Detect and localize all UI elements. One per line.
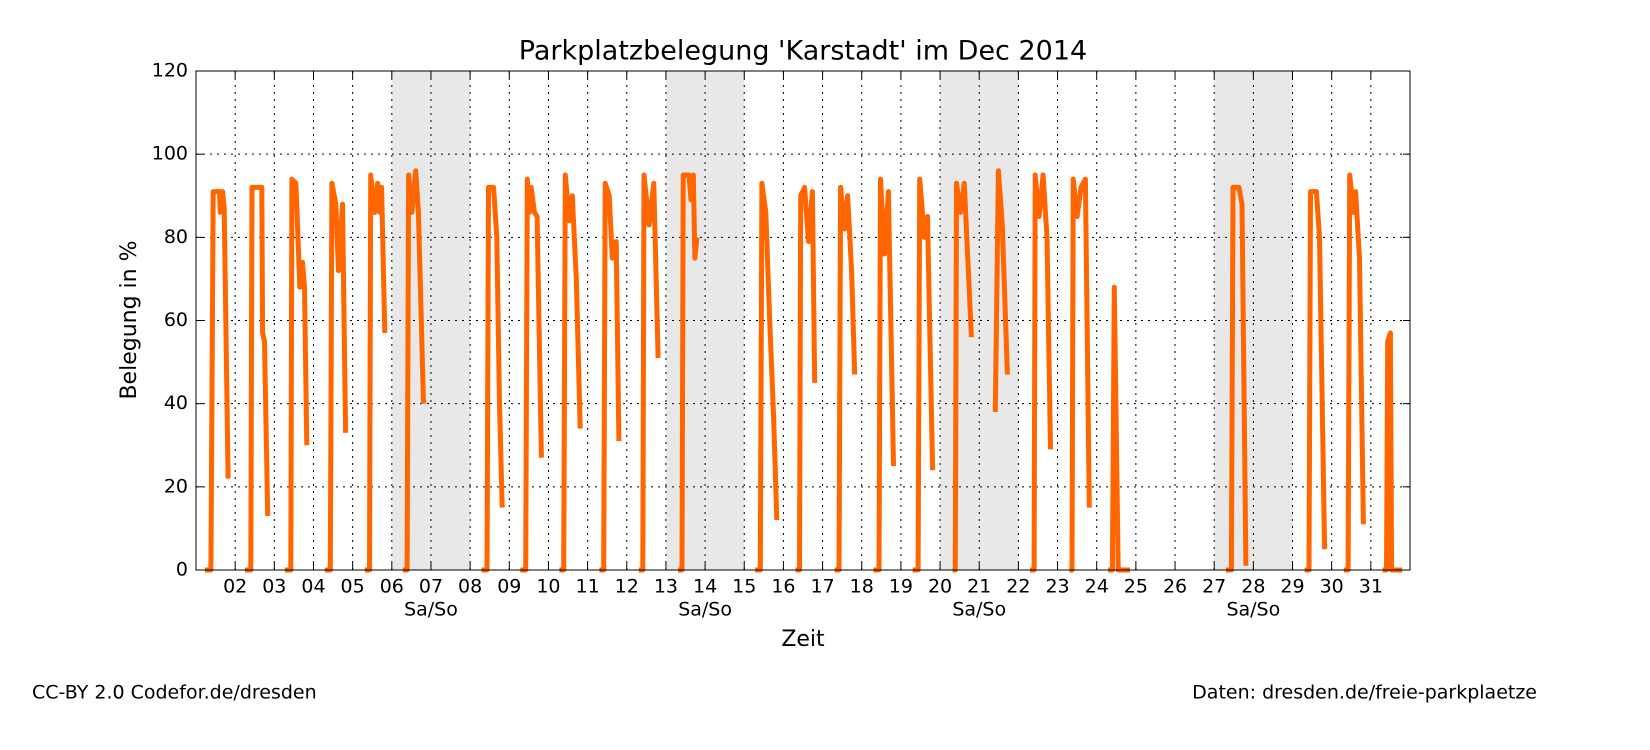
x-tick-label: 02 bbox=[223, 576, 247, 598]
x-tick-label: 29 bbox=[1280, 576, 1304, 598]
x-tick-label: 06 bbox=[380, 576, 404, 598]
x-tick-label: 20 bbox=[928, 576, 952, 598]
x-tick-label: 14 bbox=[693, 576, 717, 598]
chart-title: Parkplatzbelegung 'Karstadt' im Dec 2014 bbox=[519, 36, 1087, 67]
footer-right: Daten: dresden.de/freie-parkplaetze bbox=[1192, 682, 1537, 704]
x-tick-label: 31 bbox=[1359, 576, 1383, 598]
y-tick-label: 60 bbox=[164, 309, 188, 331]
x-tick-label: 04 bbox=[301, 576, 325, 598]
x-tick-label: 21 bbox=[967, 576, 991, 598]
x-tick-label: 19 bbox=[889, 576, 913, 598]
y-tick-label: 120 bbox=[152, 60, 188, 82]
x-tick-label: 18 bbox=[850, 576, 874, 598]
x-tick-label: 25 bbox=[1124, 576, 1148, 598]
x-tick-label: 08 bbox=[458, 576, 482, 598]
x-tick-label: 26 bbox=[1163, 576, 1187, 598]
x-tick-label: 10 bbox=[536, 576, 560, 598]
x-tick-label: 05 bbox=[341, 576, 365, 598]
plot-frame bbox=[195, 70, 1411, 571]
y-tick-label: 40 bbox=[164, 392, 188, 414]
footer-left: CC-BY 2.0 Codefor.de/dresden bbox=[32, 682, 317, 704]
x-tick-label: 12 bbox=[615, 576, 639, 598]
x-tick-label: 15 bbox=[732, 576, 756, 598]
weekend-label: Sa/So bbox=[404, 599, 458, 621]
weekend-band bbox=[665, 71, 745, 570]
data-line bbox=[205, 168, 1403, 573]
y-tick-label: 100 bbox=[152, 143, 188, 165]
x-tick-label: 28 bbox=[1241, 576, 1265, 598]
weekend-label: Sa/So bbox=[678, 599, 732, 621]
weekend-band bbox=[391, 71, 471, 570]
x-tick-label: 17 bbox=[810, 576, 834, 598]
y-tick-label: 0 bbox=[176, 559, 188, 581]
y-tick-label: 80 bbox=[164, 226, 188, 248]
x-tick-label: 07 bbox=[419, 576, 443, 598]
x-tick-label: 11 bbox=[576, 576, 600, 598]
y-axis-label: Belegung in % bbox=[117, 240, 142, 399]
y-tick-label: 20 bbox=[164, 475, 188, 497]
x-tick-label: 24 bbox=[1085, 576, 1109, 598]
x-tick-label: 30 bbox=[1320, 576, 1344, 598]
x-tick-label: 16 bbox=[771, 576, 795, 598]
x-tick-label: 09 bbox=[497, 576, 521, 598]
x-tick-label: 03 bbox=[262, 576, 286, 598]
x-tick-label: 23 bbox=[1045, 576, 1069, 598]
x-tick-label: 27 bbox=[1202, 576, 1226, 598]
x-tick-label: 13 bbox=[654, 576, 678, 598]
weekend-label: Sa/So bbox=[952, 599, 1006, 621]
weekend-label: Sa/So bbox=[1226, 599, 1280, 621]
x-axis-label: Zeit bbox=[781, 627, 825, 652]
x-tick-label: 22 bbox=[1006, 576, 1030, 598]
